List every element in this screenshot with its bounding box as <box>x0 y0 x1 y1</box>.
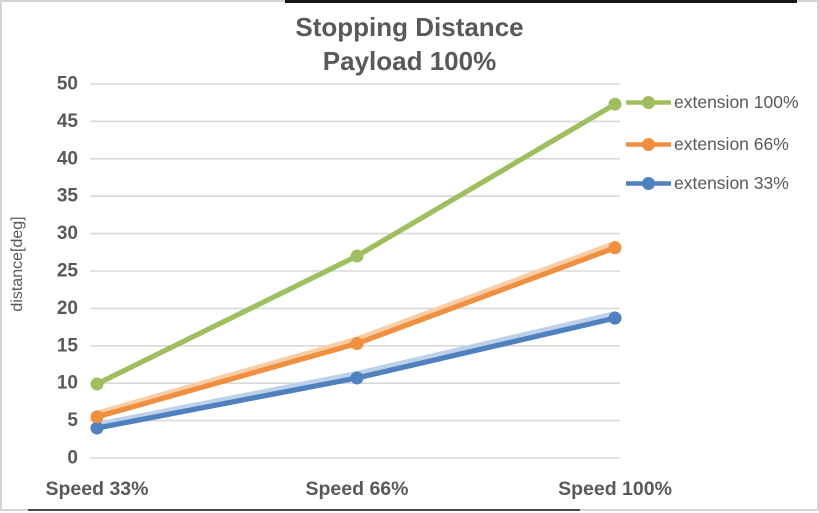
series-marker-extension-66-pt3 <box>608 241 622 255</box>
y-tick-label-30: 30 <box>57 223 78 244</box>
y-tick-label-50: 50 <box>57 74 78 95</box>
y-tick-label-25: 25 <box>57 261 79 282</box>
series-marker-extension-66-pt2 <box>350 337 364 351</box>
y-axis-title: distance[deg] <box>9 216 26 311</box>
legend-label-extension-33: extension 33% <box>674 173 789 193</box>
y-tick-label-10: 10 <box>57 373 78 394</box>
y-tick-label-0: 0 <box>67 448 78 469</box>
y-tick-label-15: 15 <box>57 335 79 356</box>
legend-marker-extension-100 <box>626 95 671 109</box>
legend-dot <box>642 176 655 190</box>
series-marker-extension-66-pt1 <box>90 410 104 424</box>
legend-item-extension-66: extension 66% <box>625 131 789 157</box>
chart-title-block: Stopping Distance Payload 100% <box>2 10 817 78</box>
series-marker-extension-100-pt2 <box>350 249 364 263</box>
series-marker-extension-100-pt3 <box>608 97 622 111</box>
series-halo-extension-66 <box>94 240 618 416</box>
legend-marker-extension-66 <box>626 137 671 151</box>
legend-item-extension-33: extension 33% <box>625 170 789 196</box>
legend-marker-extension-33 <box>626 176 671 190</box>
chart-subtitle: Payload 100% <box>322 46 497 76</box>
series-marker-extension-33-pt1 <box>90 421 104 435</box>
series-halo-extension-33 <box>94 311 618 427</box>
series-marker-extension-33-pt3 <box>608 311 622 325</box>
bottom-edge-line <box>28 509 580 511</box>
legend-label-extension-100: extension 100% <box>674 92 799 112</box>
y-tick-label-5: 5 <box>67 410 78 431</box>
y-tick-label-35: 35 <box>57 186 79 207</box>
x-tick-label-speed-100: Speed 100% <box>558 478 672 500</box>
y-tick-label-20: 20 <box>57 298 78 319</box>
x-tick-label-speed-66: Speed 66% <box>306 478 409 500</box>
legend-dot <box>642 95 655 109</box>
top-edge-line <box>285 0 797 3</box>
y-tick-label-40: 40 <box>57 148 78 169</box>
series-marker-extension-33-pt2 <box>350 371 364 385</box>
y-tick-label-45: 45 <box>57 111 79 132</box>
legend-dot <box>642 137 655 151</box>
chart-title: Stopping Distance <box>295 12 524 42</box>
legend-item-extension-100: extension 100% <box>625 89 799 115</box>
x-tick-label-speed-33: Speed 33% <box>46 478 149 500</box>
legend-label-extension-66: extension 66% <box>674 134 789 154</box>
series-marker-extension-100-pt1 <box>90 377 104 391</box>
